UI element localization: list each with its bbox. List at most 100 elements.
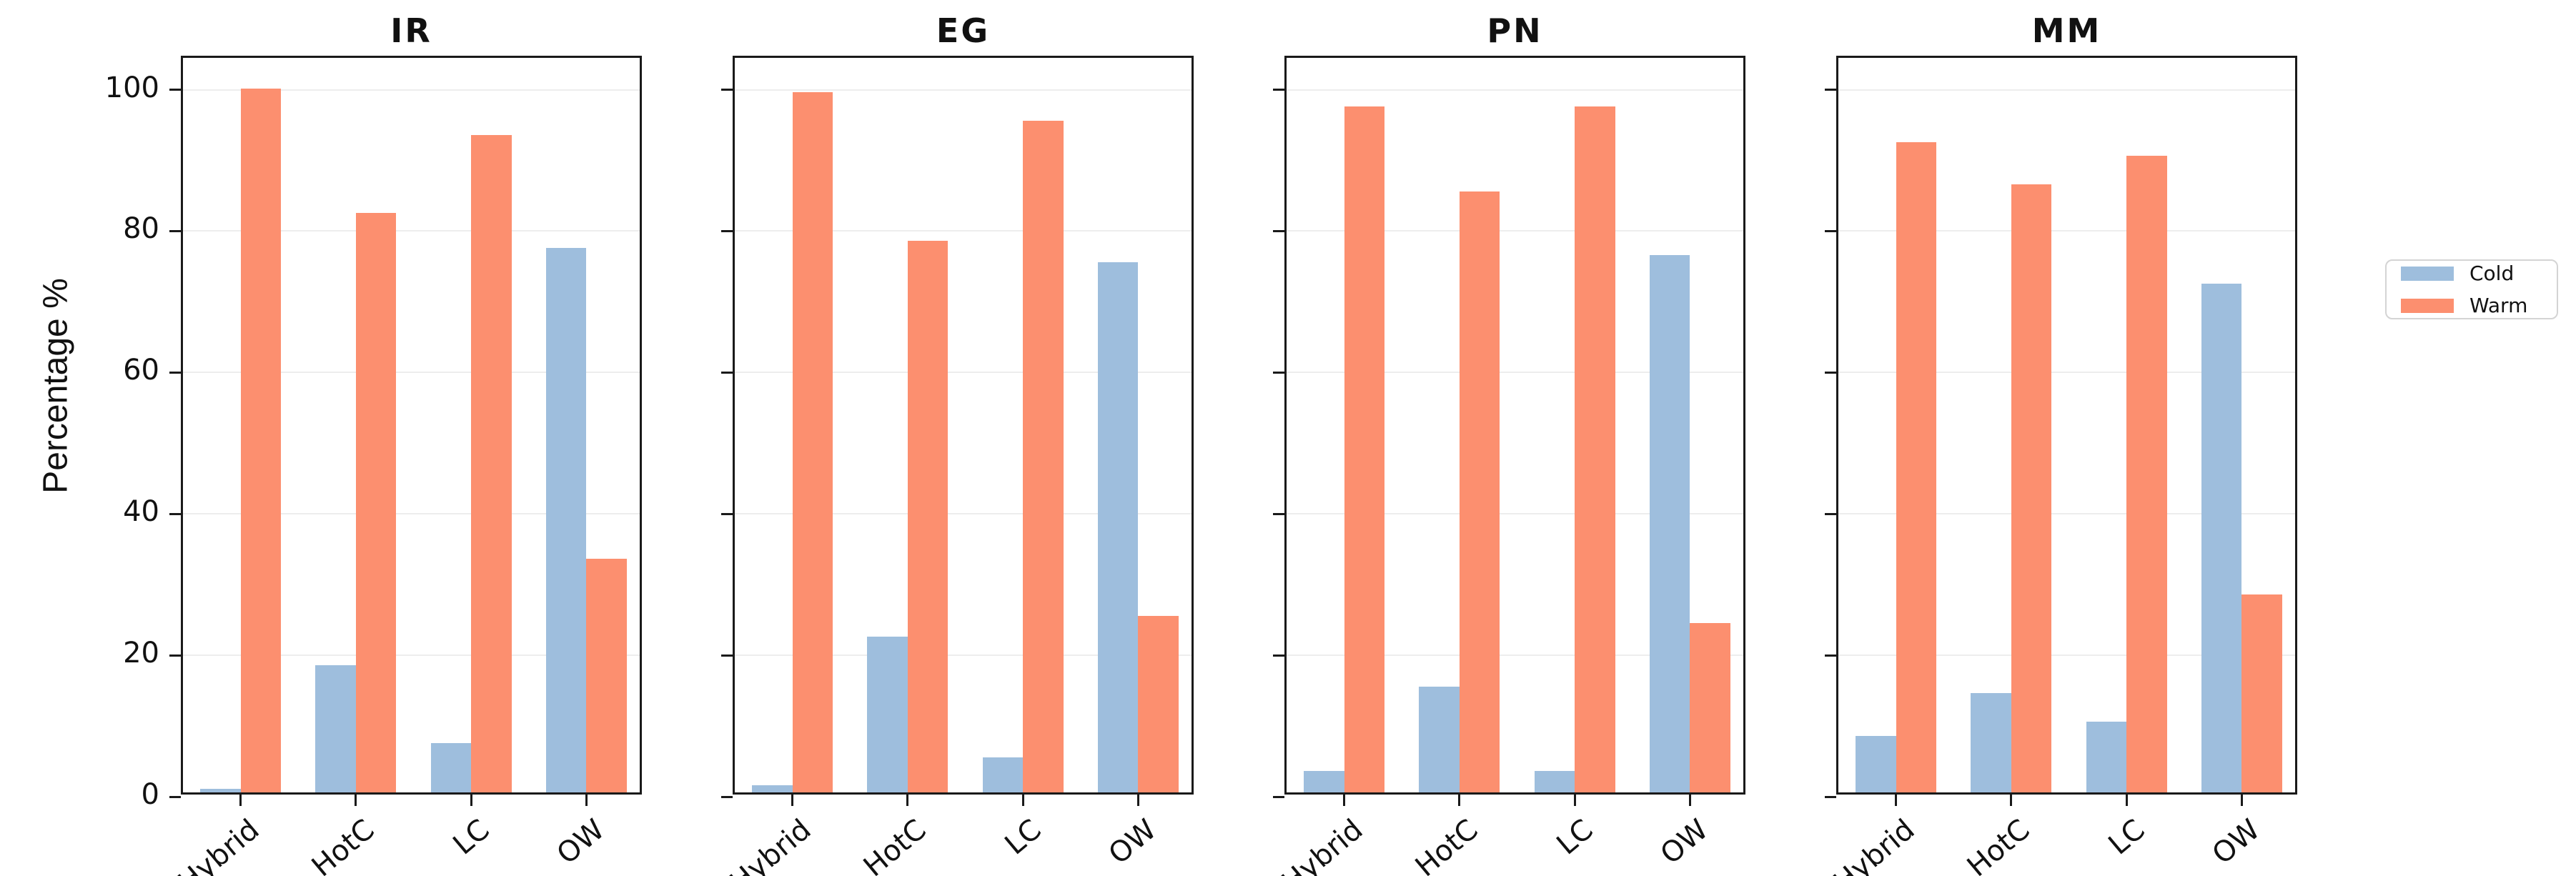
gridline-80 bbox=[1287, 230, 1743, 232]
bar-warm-hotc bbox=[355, 212, 397, 792]
x-tick-label-hybrid: Hybrid bbox=[172, 813, 266, 876]
bar-cold-lc bbox=[1534, 771, 1575, 792]
gridline-80 bbox=[1838, 230, 2295, 232]
panel-title-eg: EG bbox=[936, 11, 991, 50]
x-tick-label-hotc: HotC bbox=[1961, 813, 2036, 876]
x-tick-mark bbox=[1573, 795, 1576, 806]
y-tick-mark bbox=[1825, 654, 1836, 657]
x-tick-label-lc: LC bbox=[999, 813, 1048, 862]
gridline-60 bbox=[1838, 372, 2295, 374]
y-tick-mark bbox=[721, 795, 733, 798]
bar-cold-hybrid bbox=[1304, 771, 1344, 792]
legend-swatch-warm bbox=[2401, 298, 2454, 313]
legend-label-cold: Cold bbox=[2470, 262, 2515, 285]
gridline-20 bbox=[1287, 654, 1743, 657]
y-tick-mark bbox=[721, 89, 733, 91]
y-tick-label: 100 bbox=[104, 71, 159, 104]
x-tick-mark bbox=[791, 795, 794, 806]
y-tick-label: 20 bbox=[123, 637, 159, 670]
y-tick-mark bbox=[1825, 229, 1836, 232]
y-tick-mark bbox=[721, 654, 733, 657]
gridline-40 bbox=[1838, 513, 2295, 515]
x-tick-label-ow: OW bbox=[1654, 813, 1715, 871]
bar-warm-hotc bbox=[907, 241, 948, 792]
legend-label-warm: Warm bbox=[2470, 294, 2528, 317]
bar-cold-lc bbox=[430, 742, 472, 792]
bar-cold-ow bbox=[1649, 255, 1690, 792]
y-tick-mark bbox=[1273, 371, 1284, 374]
x-tick-label-hybrid: Hybrid bbox=[1827, 813, 1921, 876]
bar-cold-hybrid bbox=[200, 789, 241, 792]
y-tick-mark bbox=[169, 795, 181, 798]
y-tick-label: 80 bbox=[123, 212, 159, 246]
x-tick-mark bbox=[355, 795, 357, 806]
gridline-40 bbox=[735, 513, 1192, 515]
gridline-40 bbox=[183, 513, 640, 515]
y-tick-label: 0 bbox=[141, 778, 159, 811]
gridline-100 bbox=[735, 89, 1192, 91]
x-tick-label-lc: LC bbox=[447, 813, 496, 862]
y-tick-mark bbox=[1825, 89, 1836, 91]
gridline-20 bbox=[1838, 654, 2295, 657]
y-tick-mark bbox=[1825, 371, 1836, 374]
bar-cold-hotc bbox=[1971, 693, 2011, 792]
bar-warm-hybrid bbox=[1344, 106, 1385, 792]
gridline-20 bbox=[735, 654, 1192, 657]
y-tick-mark bbox=[169, 512, 181, 515]
x-tick-mark bbox=[470, 795, 472, 806]
x-tick-mark bbox=[585, 795, 588, 806]
y-tick-mark bbox=[721, 229, 733, 232]
bar-cold-ow bbox=[545, 248, 587, 792]
gridline-100 bbox=[1287, 89, 1743, 91]
x-tick-mark bbox=[1458, 795, 1461, 806]
bar-warm-lc bbox=[1575, 106, 1615, 792]
y-tick-mark bbox=[169, 89, 181, 91]
x-tick-mark bbox=[2125, 795, 2128, 806]
bar-cold-lc bbox=[982, 757, 1024, 792]
bar-cold-hybrid bbox=[1856, 735, 1896, 792]
gridline-80 bbox=[183, 230, 640, 232]
y-tick-mark bbox=[721, 512, 733, 515]
bar-warm-hotc bbox=[2011, 184, 2052, 792]
gridline-100 bbox=[183, 89, 640, 91]
bar-cold-lc bbox=[2086, 722, 2127, 792]
bar-cold-ow bbox=[1097, 262, 1139, 792]
bar-cold-hotc bbox=[867, 637, 908, 792]
gridline-60 bbox=[183, 372, 640, 374]
x-tick-mark bbox=[906, 795, 909, 806]
bar-cold-ow bbox=[2201, 283, 2242, 792]
x-tick-label-lc: LC bbox=[1550, 813, 1600, 862]
x-tick-mark bbox=[1021, 795, 1024, 806]
y-tick-label: 60 bbox=[123, 354, 159, 387]
x-tick-mark bbox=[1136, 795, 1139, 806]
plot-area-pn bbox=[1273, 56, 1745, 806]
x-tick-mark bbox=[2010, 795, 2013, 806]
legend-row-cold: Cold bbox=[2401, 262, 2540, 285]
x-tick-mark bbox=[1688, 795, 1691, 806]
bar-cold-hybrid bbox=[752, 785, 793, 792]
panel-title-ir: IR bbox=[390, 11, 432, 50]
y-tick-mark bbox=[1273, 795, 1284, 798]
x-tick-mark bbox=[2240, 795, 2243, 806]
x-tick-label-hotc: HotC bbox=[1409, 813, 1485, 876]
bar-warm-lc bbox=[2126, 156, 2167, 792]
y-tick-mark bbox=[169, 371, 181, 374]
y-tick-mark bbox=[1825, 795, 1836, 798]
x-tick-mark bbox=[239, 795, 242, 806]
bar-warm-ow bbox=[2241, 594, 2282, 792]
y-tick-mark bbox=[1273, 654, 1284, 657]
plot-area-ir bbox=[169, 56, 642, 806]
y-tick-mark bbox=[1273, 229, 1284, 232]
legend-swatch-cold bbox=[2401, 266, 2454, 281]
x-tick-mark bbox=[1343, 795, 1346, 806]
y-tick-mark bbox=[1825, 512, 1836, 515]
y-tick-mark bbox=[169, 654, 181, 657]
x-tick-label-hotc: HotC bbox=[857, 813, 933, 876]
bar-warm-hybrid bbox=[1896, 141, 1937, 792]
y-tick-mark bbox=[721, 371, 733, 374]
x-tick-label-ow: OW bbox=[2206, 813, 2267, 871]
bar-warm-hybrid bbox=[240, 89, 282, 792]
y-tick-mark bbox=[169, 229, 181, 232]
x-tick-label-hybrid: Hybrid bbox=[1275, 813, 1369, 876]
